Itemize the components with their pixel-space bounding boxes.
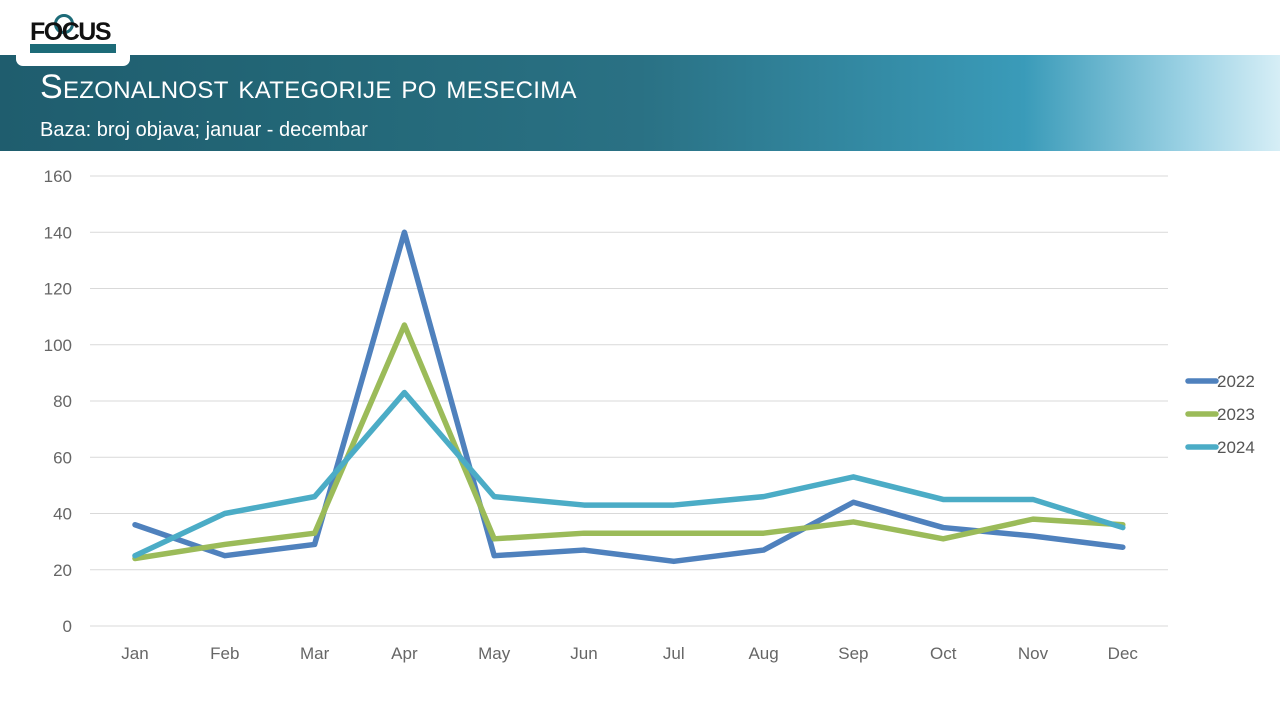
legend-label-2024: 2024: [1217, 438, 1255, 457]
series-line-2023: [132, 322, 1126, 562]
y-tick-label: 160: [44, 167, 72, 186]
x-tick-label: Mar: [300, 644, 330, 663]
series-line-2024: [132, 389, 1126, 559]
y-tick-label: 80: [53, 392, 72, 411]
logo-magnifier-icon: [54, 14, 74, 34]
x-tick-label: Jun: [570, 644, 597, 663]
legend: 2022 2023 2024: [1185, 372, 1255, 457]
series-line-2022: [132, 229, 1126, 565]
logo-text: FOCUS: [30, 18, 112, 46]
page-subtitle: Baza: broj objava; januar - decembar: [40, 119, 368, 141]
y-tick-label: 20: [53, 561, 72, 580]
legend-label-2023: 2023: [1217, 405, 1255, 424]
x-tick-label: May: [478, 644, 511, 663]
y-tick-label: 60: [53, 448, 72, 467]
logo-bar: [30, 44, 116, 53]
y-tick-label: 120: [44, 280, 72, 299]
y-tick-label: 100: [44, 336, 72, 355]
y-axis-ticks: 0 20 40 60 80 100 120 140 160: [44, 167, 72, 636]
x-tick-label: Oct: [930, 644, 957, 663]
x-tick-label: Apr: [391, 644, 418, 663]
x-axis-ticks: Jan Feb Mar Apr May Jun Jul Aug Sep Oct Nov Dec: [121, 644, 1138, 663]
y-tick-label: 140: [44, 223, 72, 242]
y-tick-label: 40: [53, 505, 72, 524]
x-tick-label: Sep: [838, 644, 868, 663]
logo: FOCUS: [16, 0, 130, 66]
page-title: Sezonalnost kategorije po mesecima: [40, 68, 577, 106]
x-tick-label: Aug: [748, 644, 778, 663]
legend-label-2022: 2022: [1217, 372, 1255, 391]
x-tick-label: Jul: [663, 644, 685, 663]
grid-lines: [90, 175, 1168, 627]
series-lines: [132, 229, 1126, 565]
x-tick-label: Nov: [1018, 644, 1049, 663]
header-band: [0, 55, 1280, 151]
x-tick-label: Feb: [210, 644, 239, 663]
y-tick-label: 0: [63, 617, 72, 636]
x-tick-label: Jan: [121, 644, 148, 663]
x-tick-label: Dec: [1108, 644, 1139, 663]
